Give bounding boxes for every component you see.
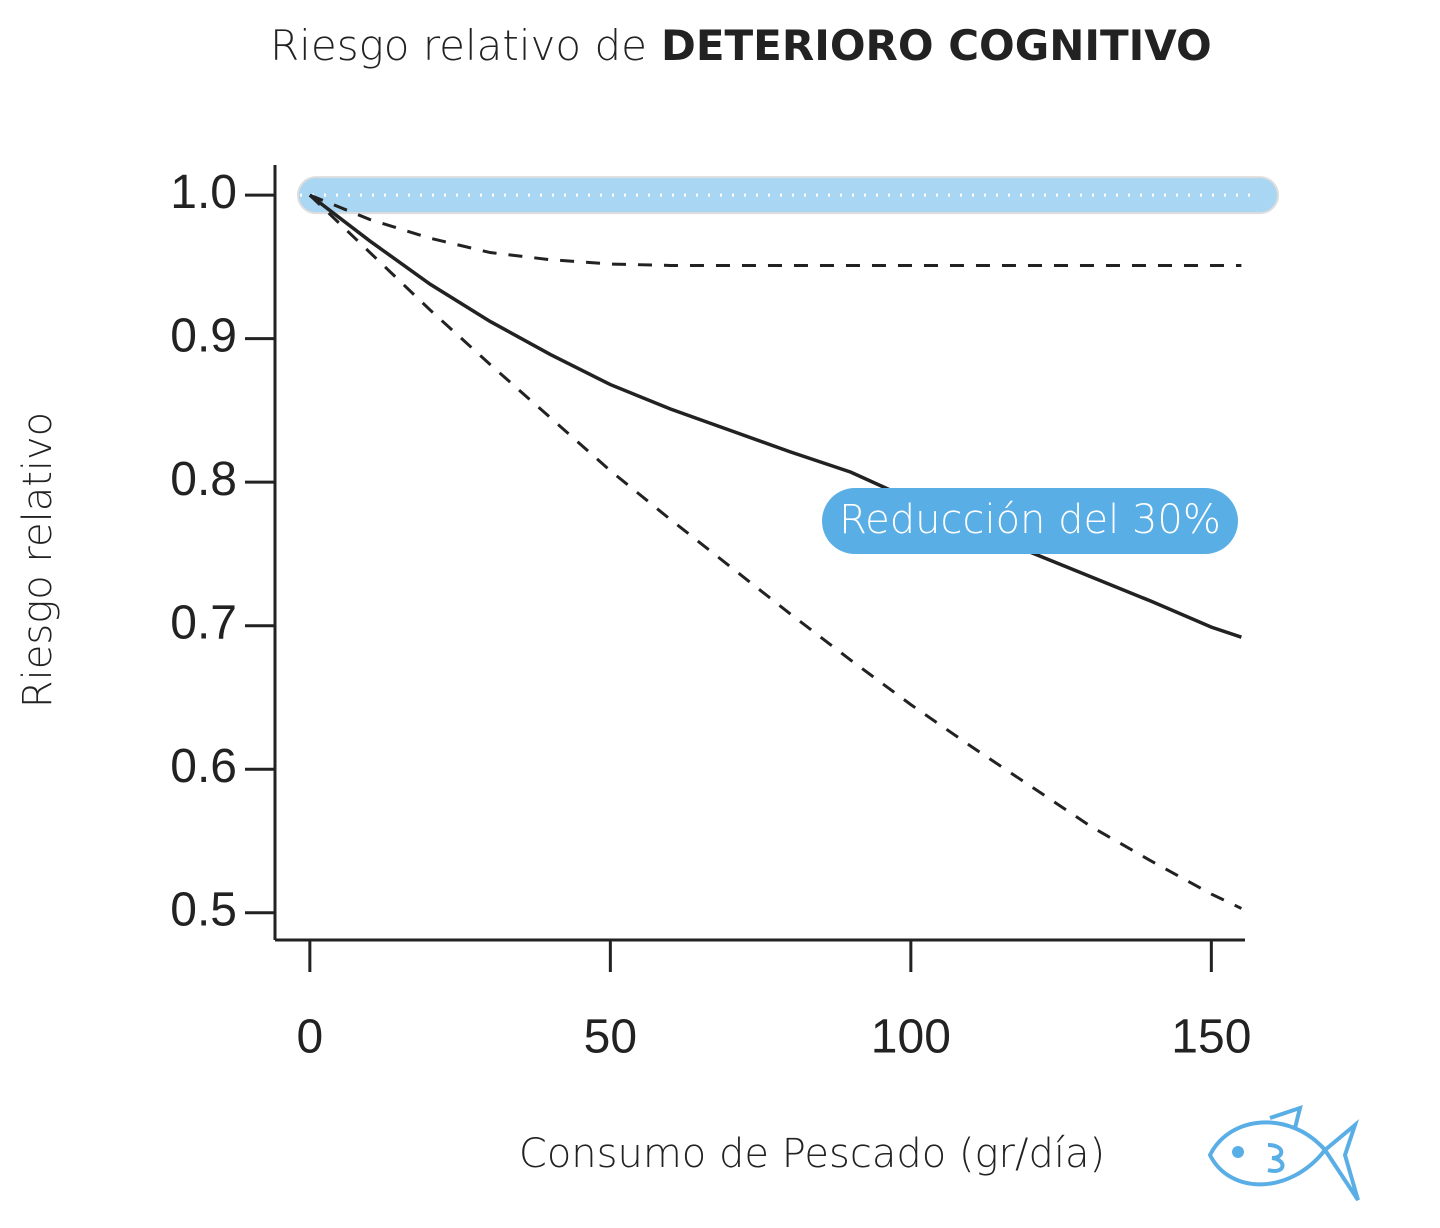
- title-emphasis: DETERIORO COGNITIVO: [661, 21, 1212, 70]
- series-line: [308, 194, 1243, 910]
- y-tick-label: 0.9: [170, 309, 237, 362]
- x-tick-label: 50: [584, 1011, 637, 1064]
- y-tick-label: 0.6: [170, 740, 237, 793]
- chart-title: Riesgo relativo de DETERIORO COGNITIVO: [270, 21, 1212, 70]
- y-tick-label: 0.5: [170, 883, 237, 936]
- y-axis-label: Riesgo relativo: [15, 412, 61, 708]
- annotation: Reducción del 30%: [839, 497, 1221, 543]
- title-text: Riesgo relativo de: [270, 21, 647, 70]
- series-line: [308, 193, 1242, 639]
- y-tick-label: 0.7: [170, 596, 237, 649]
- x-tick-label: 100: [871, 1011, 951, 1064]
- x-axis-label: Consumo de Pescado (gr/día): [519, 1131, 1105, 1177]
- fish-icon: [1207, 1104, 1360, 1202]
- y-tick-label: 0.8: [170, 453, 237, 506]
- series-line: [309, 193, 1242, 267]
- y-tick-label: 1.0: [170, 166, 237, 219]
- annotation-box: [822, 488, 1238, 554]
- reference-band: [297, 176, 1279, 215]
- x-tick-label: 0: [297, 1011, 324, 1064]
- x-tick-label: 150: [1171, 1011, 1251, 1064]
